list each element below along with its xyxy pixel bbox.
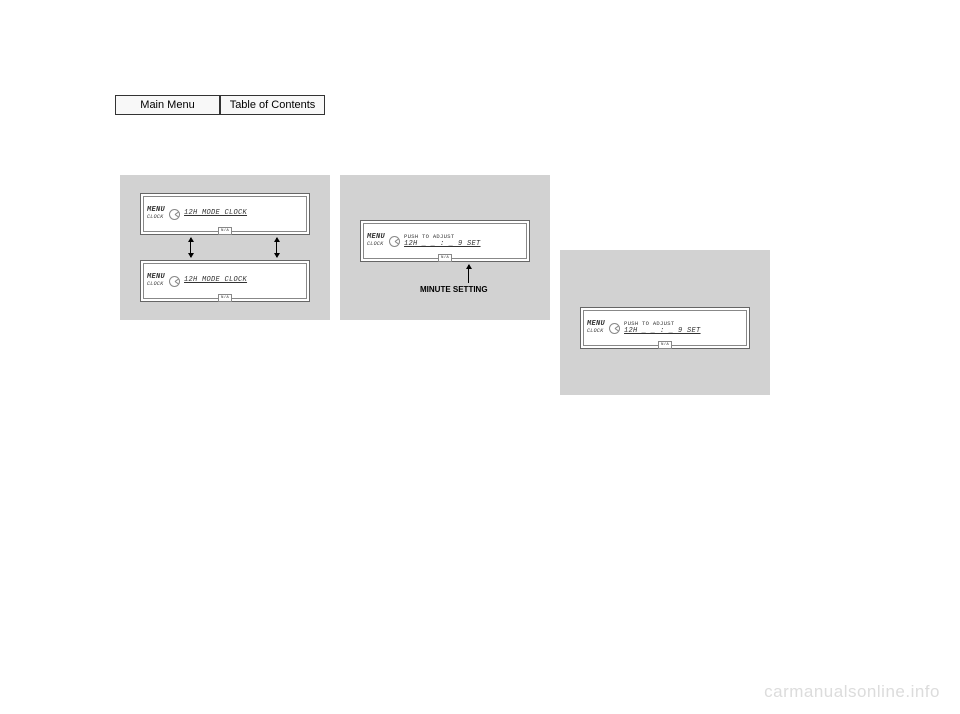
lcd-main-text: 12H _ _ : _ 9 SET [404,241,523,249]
lcd-badge: N/A [218,227,232,235]
dial-icon [169,209,180,220]
dial-icon [169,276,180,287]
main-menu-button[interactable]: Main Menu [115,95,220,115]
panel-clock-mode: MENU CLOCK 12H MODE CLOCK N/A MENU CLOCK… [120,175,330,320]
dial-icon [389,236,400,247]
panel-minute-setting: MENU CLOCK PUSH TO ADJUST 12H _ _ : _ 9 … [340,175,550,320]
panel-adjust-confirm: MENU CLOCK PUSH TO ADJUST 12H _ _ : _ 9 … [560,250,770,395]
nav-buttons: Main Menu Table of Contents [115,95,325,115]
lcd-main-text: 12H MODE CLOCK [184,210,303,218]
connector-arrow-left [190,238,191,257]
minute-setting-label: MINUTE SETTING [420,285,488,294]
lcd-clock-label: CLOCK [147,282,165,288]
lcd-clock-label: CLOCK [587,329,605,335]
lcd-badge: N/A [658,341,672,349]
lcd-main-text: 12H MODE CLOCK [184,277,303,285]
dial-icon [609,323,620,334]
watermark-text: carmanualsonline.info [764,682,940,702]
minute-pointer-arrow [468,265,469,283]
lcd-hint-text: PUSH TO ADJUST [404,234,523,240]
lcd-badge: N/A [438,254,452,262]
lcd-hint-text: PUSH TO ADJUST [624,321,743,327]
connector-arrow-right [276,238,277,257]
lcd-badge: N/A [218,294,232,302]
lcd-display-adjust-b: MENU CLOCK PUSH TO ADJUST 12H _ _ : _ 9 … [580,307,750,349]
lcd-clock-label: CLOCK [367,242,385,248]
lcd-display-adjust: MENU CLOCK PUSH TO ADJUST 12H _ _ : _ 9 … [360,220,530,262]
lcd-display-12h-a: MENU CLOCK 12H MODE CLOCK N/A [140,193,310,235]
lcd-display-12h-b: MENU CLOCK 12H MODE CLOCK N/A [140,260,310,302]
toc-button[interactable]: Table of Contents [220,95,325,115]
lcd-clock-label: CLOCK [147,215,165,221]
lcd-main-text: 12H _ _ : _ 9 SET [624,328,743,336]
